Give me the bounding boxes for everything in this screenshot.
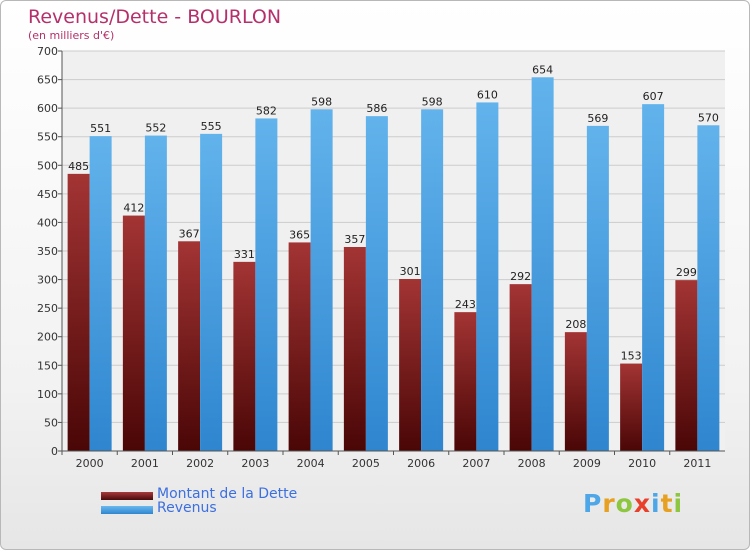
bar-revenus (421, 109, 444, 452)
chart-subtitle: (en milliers d'€) (28, 29, 115, 42)
x-tick-label: 2002 (186, 457, 214, 470)
data-label-revenus: 598 (311, 95, 332, 108)
y-tick-label: 400 (37, 216, 58, 229)
x-tick-label: 2003 (241, 457, 269, 470)
bar-revenus (200, 133, 223, 451)
y-tick-label: 250 (37, 302, 58, 315)
bar-dette (343, 247, 366, 451)
x-tick-label: 2007 (462, 457, 490, 470)
bar-dette (288, 242, 311, 451)
legend-swatch-dette (101, 492, 153, 500)
logo-letter: t (660, 489, 674, 518)
bar-dette (620, 363, 643, 451)
bar-dette (564, 332, 587, 451)
chart-title: Revenus/Dette - BOURLON (28, 6, 282, 28)
data-label-revenus: 607 (643, 90, 664, 103)
y-tick-label: 150 (37, 359, 58, 372)
data-label-dette: 365 (289, 228, 310, 241)
y-tick-label: 300 (37, 274, 58, 287)
data-label-dette: 485 (68, 160, 89, 173)
bar-revenus (255, 118, 278, 451)
data-label-revenus: 569 (587, 112, 608, 125)
y-tick-label: 0 (51, 445, 58, 458)
data-label-dette: 292 (510, 270, 531, 283)
data-label-dette: 301 (400, 265, 421, 278)
legend-label-dette: Montant de la Dette (157, 486, 298, 502)
data-label-dette: 299 (676, 266, 697, 279)
legend-swatch-revenus (101, 506, 153, 514)
y-tick-label: 600 (37, 102, 58, 115)
data-label-dette: 243 (455, 298, 476, 311)
data-label-revenus: 551 (90, 122, 111, 135)
data-label-revenus: 552 (145, 122, 166, 135)
x-tick-label: 2011 (683, 457, 711, 470)
x-tick-label: 2005 (352, 457, 380, 470)
bar-revenus (310, 109, 333, 452)
bar-dette (509, 284, 532, 451)
x-tick-label: 2004 (297, 457, 325, 470)
logo-letter: o (615, 489, 634, 518)
legend-label-revenus: Revenus (157, 500, 217, 516)
data-label-revenus: 570 (698, 111, 719, 124)
y-tick-label: 500 (37, 159, 58, 172)
y-tick-label: 650 (37, 74, 58, 87)
data-label-revenus: 598 (422, 95, 443, 108)
logo-letter: i (651, 489, 661, 518)
x-tick-label: 2001 (131, 457, 159, 470)
bar-revenus (642, 104, 665, 452)
y-tick-label: 100 (37, 388, 58, 401)
bar-revenus (697, 125, 720, 452)
data-label-revenus: 654 (532, 63, 553, 76)
bar-revenus (89, 136, 112, 451)
x-tick-label: 2008 (518, 457, 546, 470)
data-label-dette: 367 (179, 227, 200, 240)
x-tick-label: 2006 (407, 457, 435, 470)
y-tick-label: 200 (37, 331, 58, 344)
logo-letter: P (583, 489, 603, 518)
x-tick-label: 2009 (573, 457, 601, 470)
data-label-dette: 153 (621, 350, 642, 363)
bar-revenus (365, 116, 388, 452)
data-label-dette: 412 (123, 202, 144, 215)
bar-dette (454, 312, 477, 451)
logo-letter: x (633, 489, 651, 518)
bar-dette (178, 241, 201, 451)
data-label-revenus: 610 (477, 88, 498, 101)
data-label-revenus: 555 (201, 120, 222, 133)
proxiti-logo: Proxiti (583, 489, 683, 518)
y-tick-label: 50 (44, 416, 58, 429)
y-tick-label: 350 (37, 245, 58, 258)
bar-dette (399, 279, 422, 451)
bar-revenus (476, 102, 499, 451)
bar-dette (675, 280, 698, 451)
data-label-dette: 208 (565, 318, 586, 331)
y-tick-label: 550 (37, 131, 58, 144)
bar-revenus (144, 135, 167, 452)
x-tick-label: 2010 (628, 457, 656, 470)
bar-dette (233, 261, 256, 451)
bar-dette (67, 173, 90, 451)
x-tick-label: 2000 (76, 457, 104, 470)
logo-letter: i (673, 489, 684, 518)
bar-revenus (531, 77, 554, 452)
bar-revenus (586, 125, 609, 451)
data-label-dette: 357 (344, 233, 365, 246)
data-label-revenus: 582 (256, 104, 277, 117)
bar-dette (122, 215, 145, 451)
data-label-revenus: 586 (366, 102, 387, 115)
y-tick-label: 700 (37, 45, 58, 58)
data-label-dette: 331 (234, 248, 255, 261)
y-tick-label: 450 (37, 188, 58, 201)
logo-letter: r (602, 489, 616, 518)
